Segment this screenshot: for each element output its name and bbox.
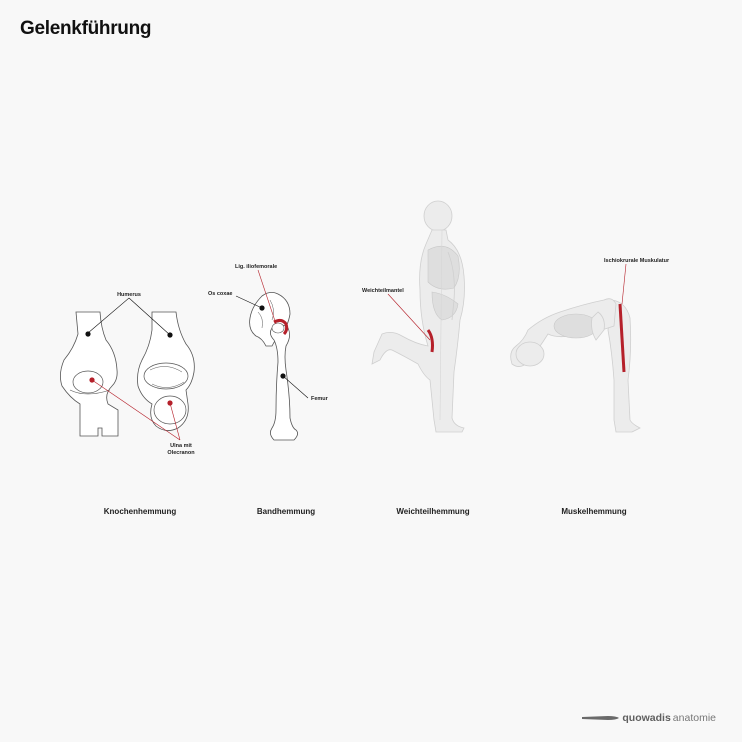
label-ulna-line1: Ulna mit	[170, 443, 192, 449]
elbow-left-trochlea	[69, 389, 111, 395]
label-femur: Femur	[311, 396, 329, 402]
page-title: Gelenkführung	[20, 18, 152, 39]
figure-standing	[371, 200, 465, 433]
ischio-highlight	[618, 303, 626, 373]
brand-name-part2: anatomie	[672, 712, 716, 724]
weichteil-highlight	[426, 329, 434, 353]
humerus-dot-left	[85, 331, 91, 337]
coxae-dot	[259, 305, 265, 311]
femur-dot	[280, 373, 286, 379]
panel-knochenhemmung: Humerus Ulna mit Olecranon Knochenhemmun…	[60, 292, 195, 516]
ulna-dot-left	[89, 377, 95, 383]
elbow-right-olecranon	[153, 395, 187, 425]
caption-weichteilhemmung: Weichteilhemmung	[396, 507, 469, 516]
label-ischiokrurale: Ischiokrurale Muskulatur	[604, 258, 670, 264]
panel-muskelhemmung: Ischiokrurale Muskulatur Muskelhemmung	[510, 258, 670, 516]
panel-weichteilhemmung: Weichteilmantel Weichteilhemmung	[362, 200, 470, 516]
elbow-right-condyle	[143, 362, 189, 390]
scalpel-icon	[582, 716, 620, 720]
mantel-leader	[387, 293, 431, 341]
label-weichteilmantel: Weichteilmantel	[362, 288, 404, 294]
os-coxae-detail	[257, 299, 274, 329]
lig-iliofemorale-highlight	[273, 318, 289, 336]
caption-bandhemmung: Bandhemmung	[257, 507, 315, 516]
coxae-leader	[235, 295, 263, 309]
humerus-dot-right	[167, 332, 173, 338]
ulna-leader	[91, 379, 181, 441]
femur-head	[271, 322, 285, 334]
label-ulna-line2: Olecranon	[167, 450, 195, 456]
lig-leader	[257, 269, 277, 325]
label-os-coxae: Os coxae	[208, 291, 232, 297]
panel-bandhemmung: Lig. iliofemorale Os coxae Femur Bandhem…	[208, 264, 329, 516]
femur-illustration	[270, 324, 298, 441]
brand-name-part1: quowadis	[622, 712, 671, 724]
ischio-leader	[621, 263, 627, 305]
elbow-left-head	[72, 370, 104, 394]
femur-leader	[282, 375, 309, 399]
caption-muskelhemmung: Muskelhemmung	[561, 507, 626, 516]
label-humerus: Humerus	[117, 292, 141, 298]
ulna-dot-right	[167, 400, 173, 406]
caption-knochenhemmung: Knochenhemmung	[104, 507, 177, 516]
elbow-right-detail	[149, 366, 185, 388]
label-lig-iliofemorale: Lig. iliofemorale	[235, 264, 277, 270]
brand-logo: quowadis anatomie	[582, 712, 716, 724]
humerus-leader	[87, 297, 171, 336]
